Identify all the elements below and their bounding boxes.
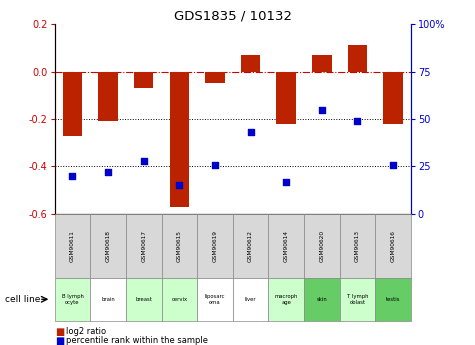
Point	[104, 169, 112, 175]
Text: liver: liver	[245, 297, 256, 302]
Bar	[126, 214, 162, 278]
Text: GSM90618: GSM90618	[105, 230, 111, 262]
Bar	[375, 214, 411, 278]
Bar	[90, 278, 126, 321]
Bar	[312, 55, 332, 71]
Text: B lymph
ocyte: B lymph ocyte	[61, 294, 84, 305]
Text: brain: brain	[101, 297, 115, 302]
Text: testis: testis	[386, 297, 400, 302]
Point	[390, 162, 397, 167]
Text: breast: breast	[135, 297, 152, 302]
Bar	[304, 278, 340, 321]
Point	[282, 179, 290, 184]
Bar	[63, 71, 82, 136]
Bar	[276, 71, 296, 124]
Bar	[340, 278, 375, 321]
Text: GSM90616: GSM90616	[390, 230, 396, 262]
Text: GSM90611: GSM90611	[70, 230, 75, 262]
Text: GSM90619: GSM90619	[212, 230, 218, 262]
Text: GSM90614: GSM90614	[284, 230, 289, 262]
Text: log2 ratio: log2 ratio	[66, 327, 106, 336]
Bar	[126, 278, 162, 321]
Bar	[55, 278, 90, 321]
Text: ■: ■	[55, 327, 64, 337]
Bar	[162, 214, 197, 278]
Bar	[268, 214, 304, 278]
Point	[140, 158, 147, 164]
Bar	[98, 71, 118, 121]
Text: T lymph
oblast: T lymph oblast	[347, 294, 368, 305]
Bar	[55, 214, 90, 278]
Text: cervix: cervix	[171, 297, 187, 302]
Point	[353, 118, 361, 124]
Text: GSM90620: GSM90620	[319, 230, 324, 262]
Point	[68, 173, 76, 179]
Bar	[197, 214, 233, 278]
Text: GSM90613: GSM90613	[355, 230, 360, 262]
Bar	[197, 278, 233, 321]
Text: GSM90615: GSM90615	[177, 230, 182, 262]
Point	[176, 183, 183, 188]
Text: cell line: cell line	[5, 295, 40, 304]
Bar	[90, 214, 126, 278]
Bar	[304, 214, 340, 278]
Text: GSM90612: GSM90612	[248, 230, 253, 262]
Bar	[134, 71, 153, 88]
Text: skin: skin	[316, 297, 327, 302]
Bar	[205, 71, 225, 83]
Bar	[170, 71, 189, 207]
Text: percentile rank within the sample: percentile rank within the sample	[66, 336, 209, 345]
Bar	[383, 71, 403, 124]
Bar	[233, 214, 268, 278]
Text: GSM90617: GSM90617	[141, 230, 146, 262]
Bar	[233, 278, 268, 321]
Bar	[348, 46, 367, 71]
Bar	[268, 278, 304, 321]
Bar	[241, 55, 260, 71]
Title: GDS1835 / 10132: GDS1835 / 10132	[174, 10, 292, 23]
Point	[211, 162, 218, 167]
Bar	[162, 278, 197, 321]
Text: macroph
age: macroph age	[275, 294, 298, 305]
Text: ■: ■	[55, 336, 64, 345]
Text: liposarc
oma: liposarc oma	[205, 294, 225, 305]
Point	[247, 129, 255, 135]
Point	[318, 107, 326, 112]
Bar	[340, 214, 375, 278]
Bar	[375, 278, 411, 321]
